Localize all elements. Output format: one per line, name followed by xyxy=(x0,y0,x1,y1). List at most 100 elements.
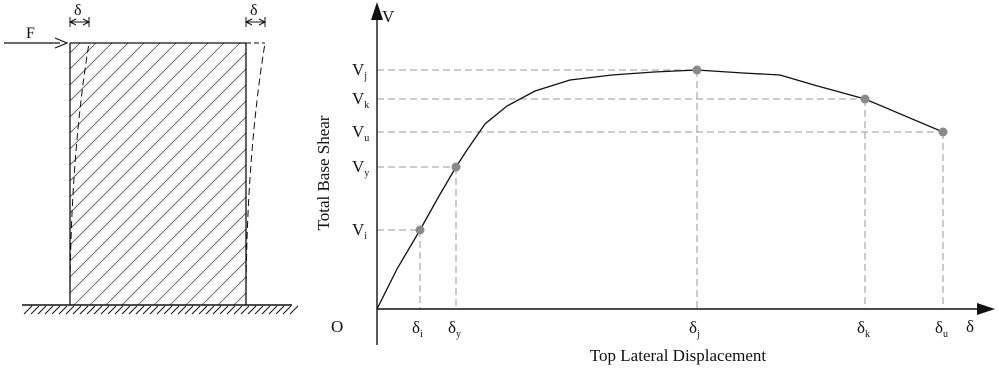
ground-hatch-line xyxy=(289,305,299,315)
y-tick-label-j: Vj xyxy=(352,60,367,82)
wall-hatch-line xyxy=(70,43,246,305)
x-tick-label-u: δu xyxy=(935,318,948,340)
capacity-curve-chart: V δ O Total Base Shear Top Lateral Displ… xyxy=(314,2,995,365)
marker-j xyxy=(692,65,702,75)
force-label: F xyxy=(26,25,35,42)
wall-diagram: F δ δ xyxy=(0,2,560,315)
marker-u xyxy=(938,127,948,137)
wall-hatch-line xyxy=(70,43,81,305)
ground-hatch-line xyxy=(107,305,117,315)
y-axis-arrow xyxy=(371,2,383,20)
ground-hatch-line xyxy=(100,305,110,315)
deformed-right-edge xyxy=(245,42,266,306)
ground-hatch-line xyxy=(114,305,124,315)
wall-hatch-line xyxy=(70,43,193,305)
marker-i xyxy=(415,225,425,235)
ground-hatch-line xyxy=(205,305,215,315)
wall-hatch-line xyxy=(70,43,145,305)
wall-hatch-line xyxy=(70,43,246,305)
y-tick-label-y: Vy xyxy=(352,157,369,179)
x-tick-label-k: δk xyxy=(857,318,870,340)
ground-hatch-line xyxy=(247,305,257,315)
x-tick-label-i: δi xyxy=(412,318,423,340)
wall-hatch-line xyxy=(153,43,246,305)
ground-hatch-line xyxy=(30,305,40,315)
ground-hatch-line xyxy=(51,305,61,315)
x-axis-arrow xyxy=(977,303,995,315)
x-tick-label-y: δy xyxy=(448,318,461,340)
wall-hatch-line xyxy=(70,43,246,305)
ground-hatch-line xyxy=(37,305,47,315)
wall-hatch xyxy=(0,43,560,305)
wall-hatch-line xyxy=(250,43,512,305)
ground-hatch-line xyxy=(282,305,292,315)
ground-hatch-line xyxy=(240,305,250,315)
wall-hatch-line xyxy=(0,43,32,305)
ground-hatch-line xyxy=(198,305,208,315)
right-delta-label: δ xyxy=(250,2,258,19)
ground-hatch-line xyxy=(275,305,285,315)
ground-hatch-line xyxy=(233,305,243,315)
marker-y xyxy=(451,162,461,172)
y-tick-label-k: Vk xyxy=(352,89,369,111)
ground-hatch-line xyxy=(268,305,278,315)
ground-hatch-line xyxy=(261,305,271,315)
x-axis-symbol: δ xyxy=(966,317,974,336)
ground-hatch-line xyxy=(149,305,159,315)
wall-hatch-line xyxy=(70,43,113,305)
point-labels: δi Vi δy Vy δj Vj δk Vk δu Vu xyxy=(352,60,948,340)
ground-hatch-line xyxy=(58,305,68,315)
wall-hatch-line xyxy=(70,43,246,305)
ground-hatch-line xyxy=(79,305,89,315)
ground-hatch-line xyxy=(170,305,180,315)
wall-hatch-line xyxy=(201,43,246,305)
ground-hatch-line xyxy=(156,305,166,315)
origin-label: O xyxy=(331,317,343,336)
wall-hatch-line xyxy=(70,43,161,305)
ground-hatch-line xyxy=(65,305,75,315)
wall-hatch-line xyxy=(298,43,560,305)
wall-hatch-line xyxy=(217,43,246,305)
ground-hatch-line xyxy=(86,305,96,315)
ground-hatch-line xyxy=(212,305,222,315)
wall-hatch-line xyxy=(70,43,241,305)
guide-lines xyxy=(377,69,944,309)
wall-hatch-line xyxy=(89,43,246,305)
wall-hatch-line xyxy=(185,43,246,305)
ground-hatch xyxy=(23,305,299,315)
wall-hatch-line xyxy=(70,43,246,305)
ground-hatch-line xyxy=(191,305,201,315)
wall-hatch-line xyxy=(266,43,528,305)
wall-hatch-line xyxy=(70,43,177,305)
y-axis-title: Total Base Shear xyxy=(314,115,333,230)
ground-hatch-line xyxy=(128,305,138,315)
ground-hatch-line xyxy=(142,305,152,315)
left-delta-label: δ xyxy=(74,2,82,19)
force-arrow-head xyxy=(54,37,69,49)
ground-hatch-line xyxy=(177,305,187,315)
ground-hatch-line xyxy=(219,305,229,315)
wall-hatch-line xyxy=(121,43,246,305)
marker-k xyxy=(860,94,870,104)
curve-markers xyxy=(415,65,948,235)
y-tick-label-u: Vu xyxy=(352,122,369,144)
wall-hatch-line xyxy=(70,43,209,305)
ground-hatch-line xyxy=(163,305,173,315)
x-tick-label-j: δj xyxy=(689,318,700,340)
ground-hatch-line xyxy=(121,305,131,315)
wall-hatch-line xyxy=(0,43,64,305)
left-delta-indicator: δ xyxy=(68,2,91,27)
wall-hatch-line xyxy=(169,43,246,305)
ground-hatch-line xyxy=(226,305,236,315)
wall-hatch-line xyxy=(137,43,246,305)
wall-hatch-line xyxy=(105,43,246,305)
x-axis-title: Top Lateral Displacement xyxy=(590,346,767,365)
ground-hatch-line xyxy=(72,305,82,315)
wall-hatch-line xyxy=(70,43,225,305)
ground-hatch-line xyxy=(44,305,54,315)
deformed-left-edge xyxy=(69,42,90,306)
capacity-curve-line xyxy=(376,69,944,310)
ground-hatch-line xyxy=(254,305,264,315)
